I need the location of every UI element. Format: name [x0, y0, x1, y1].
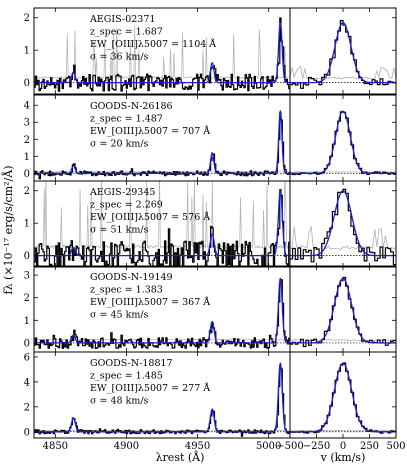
y-tick-label: 6 [24, 352, 30, 363]
data-velocity [290, 276, 396, 348]
redshift-label: z_spec = 1.487 [90, 114, 163, 125]
ew-label: EW_[OIII]λ5007 = 277 Å [90, 382, 210, 394]
redshift-label: z_spec = 1.485 [90, 371, 163, 382]
panel-aegis-29345: 0 1 2 AEGIS-29345 z_spec = 2.269EW_[OIII]λ50… [24, 180, 397, 268]
x-axis-label-velocity: v (km/s) [320, 451, 366, 464]
data-spectrum [34, 17, 290, 92]
object-name: AEGIS-02371 [89, 14, 155, 25]
model-fit [34, 189, 290, 257]
y-tick-label: 4 [24, 101, 30, 112]
sigma-label: σ = 51 km/s [90, 225, 149, 236]
model-velocity [290, 362, 396, 433]
data-spectrum [34, 365, 290, 437]
model-fit [34, 21, 290, 84]
object-name: GOODS-N-26186 [90, 101, 173, 112]
y-tick-label: 0 [24, 78, 30, 89]
ew-label: EW_[OIII]λ5007 = 1104 Å [90, 38, 216, 50]
spectrum-panel [34, 17, 290, 92]
panel-aegis-02371: 0 1 2 AEGIS-02371 z_spec = 1.687EW_[OIII]λ50… [24, 7, 397, 95]
spectrum-panel [34, 277, 290, 349]
y-tick-label: 2 [24, 13, 30, 24]
x-tick-label-velocity: 250 [360, 441, 379, 452]
y-tick-label: 4 [24, 377, 30, 388]
model-fit [34, 277, 290, 344]
y-tick-label: 2 [24, 135, 30, 146]
x-tick-label-wavelength: 4850 [43, 441, 68, 452]
sigma-label: σ = 36 km/s [90, 52, 149, 63]
spectrum-panel [34, 109, 290, 180]
model-velocity [290, 110, 396, 174]
y-tick-label: 1 [24, 219, 30, 230]
x-tick-label-wavelength: 4950 [185, 441, 210, 452]
spectrum-panel [34, 181, 290, 267]
model-fit [34, 362, 290, 433]
object-name: AEGIS-29345 [89, 187, 155, 198]
redshift-label: z_spec = 2.269 [90, 200, 163, 211]
velocity-panel [290, 110, 396, 176]
object-name: GOODS-N-18817 [90, 358, 173, 369]
error-velocity [290, 65, 396, 80]
data-velocity [290, 362, 396, 434]
y-axis-label-flux: fλ (×10⁻¹⁷ erg/s/cm²/Å) [1, 166, 15, 295]
data-velocity [290, 19, 396, 89]
y-tick-label: 1 [24, 46, 30, 57]
model-velocity [290, 190, 396, 257]
panel-goods-n-18817: 0 2 4 6 GOODS-N-18817 z_spec = 1.485EW_[OIII]… [24, 351, 397, 439]
data-spectrum [34, 189, 290, 267]
y-tick-label: 2 [24, 402, 30, 413]
panel-frame-right [289, 94, 397, 182]
y-tick-label: 0 [24, 338, 30, 349]
sigma-label: σ = 45 km/s [90, 310, 149, 321]
y-tick-label: 2 [24, 293, 30, 304]
data-velocity [290, 188, 396, 266]
y-tick-label: 0 [24, 427, 30, 438]
sigma-label: σ = 48 km/s [90, 396, 149, 407]
ew-label: EW_[OIII]λ5007 = 707 Å [90, 125, 210, 137]
model-velocity [290, 21, 396, 84]
error-velocity [290, 429, 396, 432]
velocity-panel [290, 19, 396, 89]
x-tick-label-velocity: −250 [303, 441, 330, 452]
data-velocity [290, 111, 396, 176]
ew-label: EW_[OIII]λ5007 = 367 Å [90, 296, 210, 308]
velocity-panel [290, 188, 396, 266]
object-name: GOODS-N-19149 [90, 272, 173, 283]
x-tick-label-wavelength: 4900 [114, 441, 139, 452]
x-tick-label-velocity: −500 [276, 441, 303, 452]
y-tick-label: 3 [24, 271, 30, 282]
panel-goods-n-19149: 0 1 2 3 GOODS-N-19149 z_spec = 1.383EW_[OIII]… [24, 265, 397, 353]
velocity-panel [290, 276, 396, 348]
error-velocity [290, 226, 396, 250]
x-tick-label-velocity: 0 [340, 441, 346, 452]
y-tick-label: 2 [24, 186, 30, 197]
y-tick-label: 0 [24, 251, 30, 262]
x-axis-label-wavelength: λrest (Å) [156, 450, 205, 464]
y-tick-label: 1 [24, 152, 30, 163]
y-tick-label: 0 [24, 169, 30, 180]
model-fit [34, 109, 290, 174]
x-tick-label-velocity: 500 [386, 441, 405, 452]
sigma-label: σ = 20 km/s [90, 139, 149, 150]
x-tick-label-wavelength: 5000 [256, 441, 281, 452]
y-tick-label: 3 [24, 118, 30, 129]
spectrum-panel [34, 362, 290, 437]
velocity-panel [290, 362, 396, 434]
ew-label: EW_[OIII]λ5007 = 576 Å [90, 211, 210, 223]
y-tick-label: 1 [24, 316, 30, 327]
redshift-label: z_spec = 1.687 [90, 27, 163, 38]
panel-goods-n-26186: 0 1 2 3 4 GOODS-N-26186 z_spec = 1.487EW_[OIII… [24, 94, 397, 182]
model-velocity [290, 277, 396, 344]
redshift-label: z_spec = 1.383 [90, 285, 163, 296]
